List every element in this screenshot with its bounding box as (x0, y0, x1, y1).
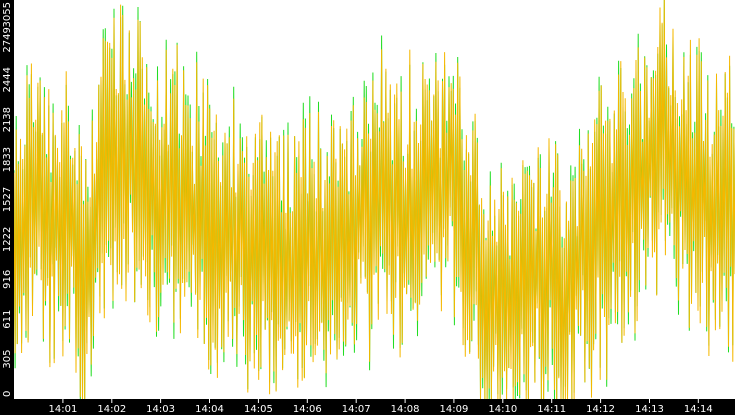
y-tick-label: 2749 (2, 27, 13, 52)
x-tick-label: 14:01 (48, 404, 77, 415)
y-tick-label: 1222 (2, 227, 13, 252)
y-tick-label: 916 (2, 270, 13, 289)
x-tick-label: 14:06 (293, 404, 322, 415)
x-tick-label: 14:12 (586, 404, 615, 415)
x-tick-label: 14:03 (146, 404, 175, 415)
y-axis-band (0, 0, 14, 415)
x-tick-label: 14:04 (195, 404, 224, 415)
x-tick-label: 14:10 (488, 404, 517, 415)
y-tick-label: 2444 (2, 67, 13, 92)
x-tick-label: 14:07 (342, 404, 371, 415)
y-tick-label: 3055 (2, 2, 13, 27)
y-tick-label: 1833 (2, 147, 13, 172)
x-tick-label: 14:09 (439, 404, 468, 415)
x-tick-label: 14:14 (684, 404, 713, 415)
y-tick-label: 1527 (2, 187, 13, 212)
y-tick-label: 2138 (2, 107, 13, 132)
x-tick-label: 14:11 (537, 404, 566, 415)
y-tick-label: 611 (2, 310, 13, 329)
series-primary-line (13, 0, 735, 400)
x-tick-label: 14:02 (97, 404, 126, 415)
x-axis: 14:01 14:02 14:03 14:04 14:05 14:06 14:07 14:08… (48, 399, 713, 415)
y-tick-label: 305 (2, 350, 13, 369)
x-tick-label: 14:05 (244, 404, 273, 415)
x-tick-label: 14:13 (635, 404, 664, 415)
y-tick-label: 0 (2, 391, 13, 397)
x-tick-label: 14:08 (391, 404, 420, 415)
plot-area (13, 0, 735, 400)
